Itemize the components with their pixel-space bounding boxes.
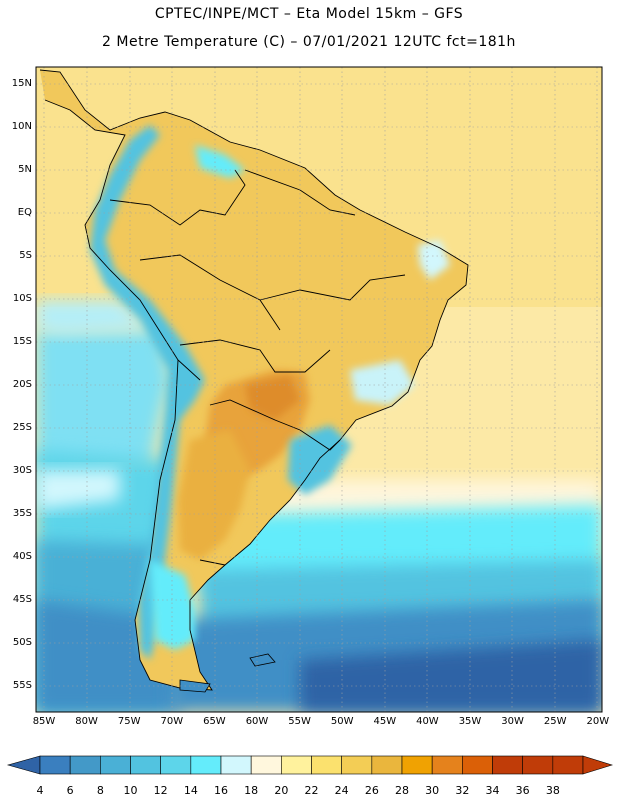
colorbar-label: 30 — [425, 784, 440, 797]
lon-label: 60W — [245, 716, 269, 727]
lon-label: 70W — [160, 716, 184, 727]
lat-label: 40S — [12, 551, 32, 562]
lon-label: 35W — [458, 716, 482, 727]
lon-label: 80W — [75, 716, 98, 727]
colorbar-label: 38 — [545, 784, 560, 797]
colorbar-swatch — [250, 755, 282, 775]
colorbar-swatch — [69, 755, 101, 775]
colorbar-swatch — [130, 755, 161, 775]
colorbar-swatch — [522, 755, 554, 775]
colorbar-swatch — [462, 755, 493, 775]
colorbar-label: 4 — [36, 784, 44, 797]
lon-label: 20W — [586, 716, 610, 727]
lon-label: 85W — [32, 716, 56, 727]
lon-label: 40W — [416, 716, 439, 727]
map-frame — [35, 66, 603, 713]
colorbar-label: 28 — [395, 784, 409, 797]
lat-label: 35S — [12, 508, 32, 519]
lon-label: 55W — [288, 716, 311, 727]
lat-label: 25S — [12, 422, 32, 433]
colorbar-label: 8 — [96, 784, 104, 797]
lon-label: 50W — [330, 716, 354, 727]
colorbar-swatch — [39, 755, 71, 775]
colorbar-swatch — [341, 755, 373, 775]
lat-label: EQ — [17, 207, 32, 218]
lat-label: 55S — [12, 680, 32, 691]
lat-label: 30S — [12, 465, 32, 476]
colorbar-swatch — [220, 755, 252, 775]
colorbar-high-arrow — [582, 755, 614, 775]
colorbar-label: 14 — [183, 784, 198, 797]
lat-label: 15N — [11, 78, 32, 89]
lat-label: 15S — [12, 336, 32, 347]
lat-label: 10N — [11, 121, 32, 132]
colorbar-label: 18 — [244, 784, 259, 797]
colorbar-swatch — [190, 755, 222, 775]
colorbar-low-arrow — [6, 755, 41, 775]
colorbar — [6, 755, 614, 775]
colorbar-label: 32 — [455, 784, 470, 797]
lat-label: 20S — [12, 379, 32, 390]
lat-label: 5S — [19, 250, 32, 261]
colorbar-swatch — [311, 755, 342, 775]
colorbar-label: 10 — [123, 784, 138, 797]
colorbar-swatch — [281, 755, 312, 775]
lon-label: 30W — [501, 716, 524, 727]
colorbar-swatch — [401, 755, 433, 775]
lat-label: 45S — [12, 594, 32, 605]
colorbar-label: 34 — [485, 784, 500, 797]
lat-label: 50S — [12, 637, 32, 648]
colorbar-label: 20 — [274, 784, 289, 797]
colorbar-label: 6 — [66, 784, 74, 797]
colorbar-swatch — [160, 755, 192, 775]
lat-label: 10S — [12, 293, 32, 304]
lon-label: 75W — [117, 716, 141, 727]
colorbar-label: 36 — [515, 784, 530, 797]
colorbar-swatch — [492, 755, 523, 775]
colorbar-label: 16 — [214, 784, 228, 797]
colorbar-label: 24 — [334, 784, 349, 797]
lon-label: 65W — [203, 716, 226, 727]
colorbar-label: 26 — [364, 784, 379, 797]
colorbar-swatch — [371, 755, 403, 775]
lat-label: 5N — [18, 164, 32, 175]
colorbar-label: 12 — [153, 784, 168, 797]
lon-label: 45W — [373, 716, 397, 727]
colorbar-swatch — [100, 755, 131, 775]
colorbar-swatch — [552, 755, 584, 775]
lon-label: 25W — [543, 716, 567, 727]
temperature-field — [36, 67, 602, 712]
title-line-1: CPTEC/INPE/MCT – Eta Model 15km – GFS — [154, 6, 464, 22]
title-line-2: 2 Metre Temperature (C) – 07/01/2021 12U… — [102, 34, 516, 50]
colorbar-label: 22 — [304, 784, 319, 797]
colorbar-swatch — [431, 755, 463, 775]
